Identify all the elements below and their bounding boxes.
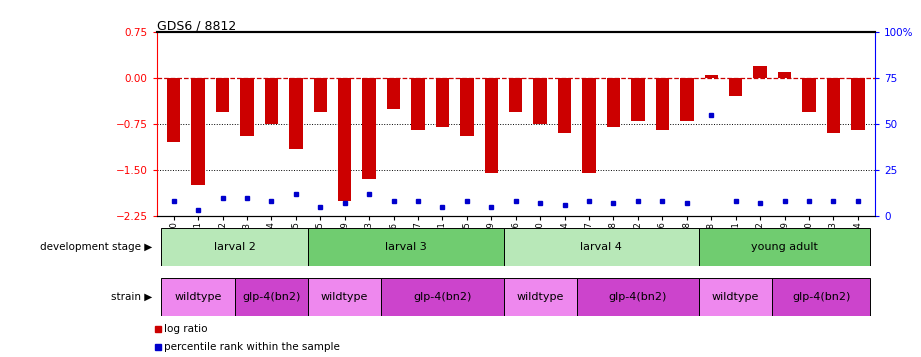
Text: young adult: young adult <box>752 242 818 252</box>
Bar <box>680 78 694 121</box>
Bar <box>705 75 718 78</box>
Bar <box>363 78 376 179</box>
Bar <box>161 228 308 266</box>
Bar <box>631 78 645 121</box>
Bar <box>338 78 352 201</box>
Text: glp-4(bn2): glp-4(bn2) <box>792 292 850 302</box>
Bar <box>509 78 522 112</box>
Text: wildtype: wildtype <box>712 292 759 302</box>
Text: wildtype: wildtype <box>321 292 368 302</box>
Text: wildtype: wildtype <box>517 292 564 302</box>
Bar <box>387 78 401 109</box>
Bar <box>381 278 504 316</box>
Text: percentile rank within the sample: percentile rank within the sample <box>165 342 341 352</box>
Bar <box>436 78 449 127</box>
Bar <box>167 78 181 142</box>
Bar <box>240 78 253 136</box>
Bar <box>313 78 327 112</box>
Bar <box>607 78 620 127</box>
Bar <box>412 78 425 130</box>
Bar <box>308 228 504 266</box>
Text: GDS6 / 8812: GDS6 / 8812 <box>157 19 236 32</box>
Bar <box>577 278 699 316</box>
Bar <box>699 278 773 316</box>
Bar <box>289 78 303 149</box>
Bar <box>851 78 865 130</box>
Bar <box>778 72 791 78</box>
Text: glp-4(bn2): glp-4(bn2) <box>414 292 472 302</box>
Bar <box>161 278 235 316</box>
Text: larval 4: larval 4 <box>580 242 623 252</box>
Bar <box>802 78 816 112</box>
Bar <box>699 228 870 266</box>
Text: wildtype: wildtype <box>174 292 222 302</box>
Bar <box>827 78 840 133</box>
Bar <box>264 78 278 124</box>
Text: larval 3: larval 3 <box>385 242 426 252</box>
Text: strain ▶: strain ▶ <box>111 292 152 302</box>
Bar <box>460 78 473 136</box>
Bar <box>504 278 577 316</box>
Text: larval 2: larval 2 <box>214 242 256 252</box>
Bar <box>235 278 308 316</box>
Bar <box>582 78 596 173</box>
Bar <box>192 78 204 185</box>
Bar <box>484 78 498 173</box>
Bar <box>753 66 767 78</box>
Bar <box>558 78 571 133</box>
Text: development stage ▶: development stage ▶ <box>40 242 152 252</box>
Text: glp-4(bn2): glp-4(bn2) <box>609 292 667 302</box>
Bar <box>533 78 547 124</box>
Bar <box>729 78 742 96</box>
Bar <box>504 228 699 266</box>
Bar <box>773 278 870 316</box>
Bar <box>656 78 669 130</box>
Bar <box>216 78 229 112</box>
Text: log ratio: log ratio <box>165 324 208 335</box>
Bar <box>308 278 381 316</box>
Text: glp-4(bn2): glp-4(bn2) <box>242 292 300 302</box>
